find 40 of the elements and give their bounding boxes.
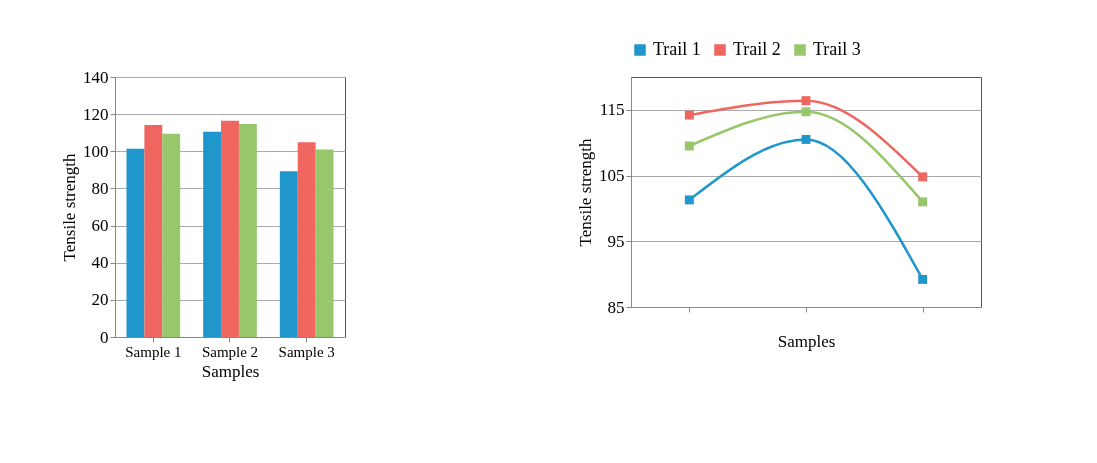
bar: [238, 123, 257, 337]
bar: [315, 149, 334, 337]
bar: [279, 171, 298, 337]
bar: [203, 131, 222, 337]
y-tick-label: 95: [607, 231, 625, 251]
point: [684, 195, 694, 205]
point: [801, 96, 811, 106]
x-axis-title: Samples: [201, 361, 260, 381]
legend-label: Trail 1: [653, 39, 701, 59]
y-tick-label: 85: [607, 297, 625, 317]
bar: [144, 124, 163, 337]
y-tick-label: 100: [83, 141, 109, 161]
y-tick-label: 60: [91, 216, 109, 236]
point: [684, 110, 694, 120]
y-tick-label: 120: [83, 104, 109, 124]
bar: [162, 133, 181, 337]
point: [918, 274, 928, 284]
legend-label: Trail 3: [813, 39, 861, 59]
x-axis-title: Samples: [777, 331, 836, 351]
y-tick-label: 105: [599, 166, 625, 186]
y-tick-label: 0: [100, 327, 109, 347]
point: [918, 172, 928, 182]
y-axis-title: Tensile strength: [576, 138, 595, 247]
y-tick-label: 140: [83, 67, 109, 87]
bar: [126, 148, 145, 337]
x-tick-label: Sample 3: [278, 343, 335, 360]
point: [801, 134, 811, 144]
y-tick-label: 80: [91, 178, 109, 198]
bar: [297, 142, 316, 337]
x-tick-label: Sample 2: [201, 343, 259, 360]
y-tick-label: 40: [91, 253, 109, 273]
y-tick-label: 20: [91, 290, 109, 310]
x-tick-label: Sample 1: [125, 343, 182, 360]
legend-label: Trail 2: [733, 39, 781, 59]
bar: [221, 120, 239, 337]
point: [684, 141, 694, 151]
y-tick-label: 115: [599, 100, 625, 120]
point: [801, 107, 811, 117]
y-axis-title: Tensile strength: [60, 153, 79, 262]
point: [918, 197, 928, 207]
